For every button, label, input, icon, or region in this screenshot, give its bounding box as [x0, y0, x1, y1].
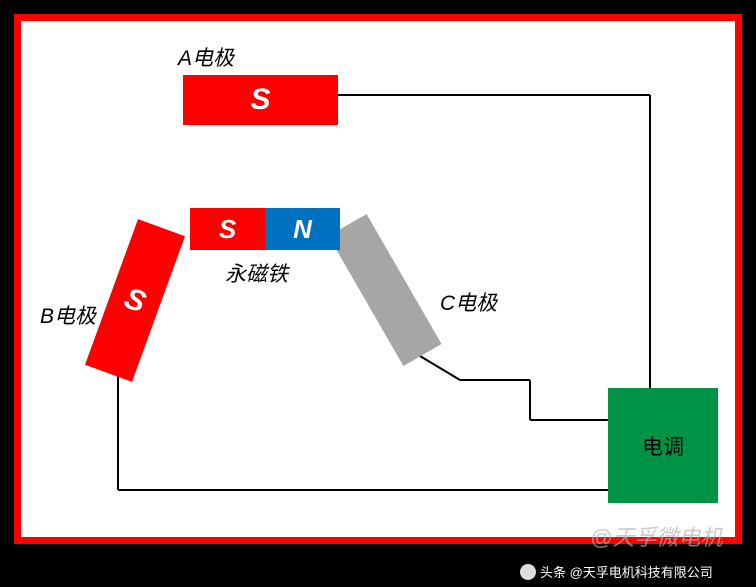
footer-attribution: 头条 @天孚电机科技有限公司 — [520, 562, 713, 581]
electrode-a-label: A电极 — [178, 42, 234, 72]
magnet-s-pole: S — [190, 208, 265, 250]
magnet-n-pole: N — [265, 208, 340, 250]
diagram-container: A电极 S B电极 S C电极 S N 永磁铁 电调 @天孚微电机 头条 @天孚… — [0, 0, 756, 587]
magnet-label: 永磁铁 — [225, 258, 288, 288]
electrode-a-block: S — [183, 75, 338, 125]
electrode-b-label: B电极 — [40, 300, 96, 330]
watermark-text: @天孚微电机 — [590, 520, 722, 552]
esc-block: 电调 — [608, 388, 718, 503]
electrode-c-label: C电极 — [440, 287, 497, 317]
avatar-icon — [520, 564, 536, 580]
